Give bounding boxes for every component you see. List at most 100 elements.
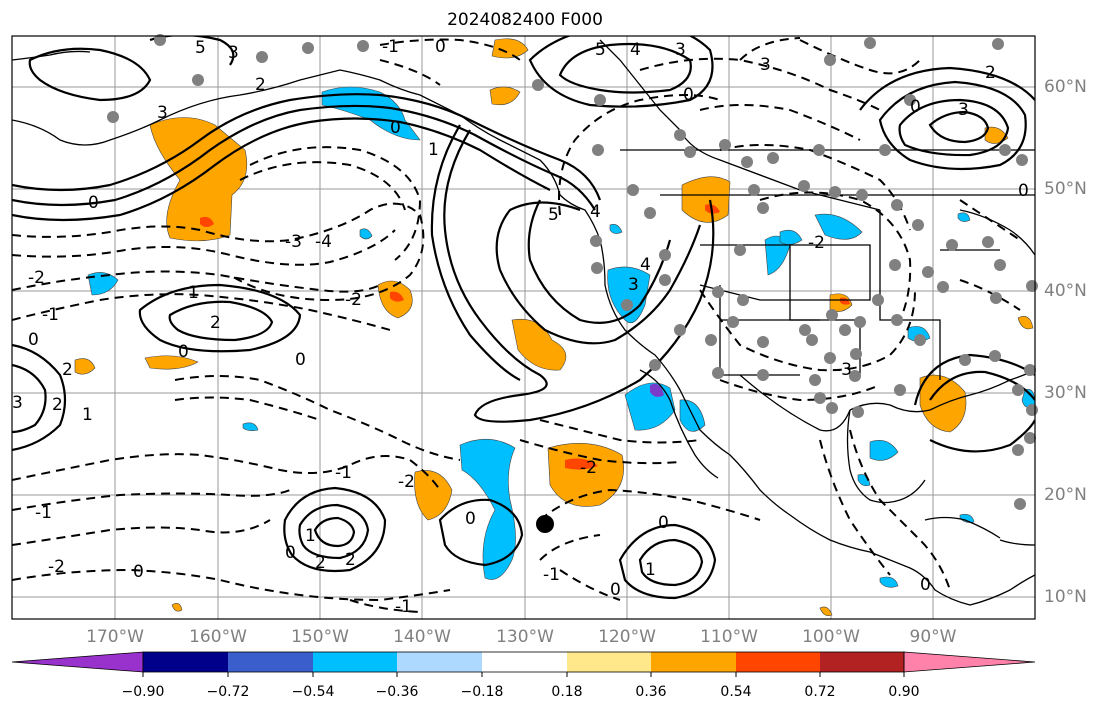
station-dots [107, 34, 1038, 510]
colorbar-segment [228, 652, 313, 672]
contour-label: 3 [157, 103, 168, 123]
contour-label: 0 [295, 350, 306, 370]
contour-label: 2 [985, 63, 996, 83]
lon-label: 100°W [802, 627, 860, 647]
dashed-contours [12, 37, 1021, 613]
lon-label: 130°W [496, 627, 554, 647]
colorbar-extend-high [903, 651, 1036, 673]
storm-marker [536, 515, 554, 533]
colorbar-segment [397, 652, 482, 672]
colorbar-extend-low [11, 651, 144, 673]
contour-label: -2 [28, 268, 45, 288]
contour-label: 1 [428, 140, 439, 160]
colorbar-tick: 0.72 [804, 684, 836, 700]
lat-label: 60°N [1044, 77, 1087, 97]
lon-label: 160°W [189, 627, 247, 647]
contour-label: -1 [543, 565, 560, 585]
colorbar-segment [567, 652, 651, 672]
colorbar-segment [482, 652, 567, 672]
contour-label: -1 [335, 463, 352, 483]
contour-label: 0 [28, 330, 39, 350]
colorbar-segment [736, 652, 820, 672]
contour-label: 3 [12, 393, 23, 413]
colorbar-segment [820, 652, 904, 672]
colorbar-tick: −0.90 [121, 684, 165, 700]
colorbar-tick: −0.72 [206, 684, 250, 700]
lat-label: 20°N [1044, 485, 1087, 505]
contour-label: 5 [595, 40, 606, 60]
contour-label: 2 [255, 75, 266, 95]
contour-label: -2 [48, 557, 65, 577]
contour-label: 0 [390, 118, 401, 138]
lon-label: 90°W [909, 627, 957, 647]
contour-label: -4 [315, 232, 332, 252]
contour-label: -3 [285, 232, 302, 252]
colorbar-tick: 0.90 [888, 684, 920, 700]
colorbar-tick: −0.36 [375, 684, 419, 700]
contour-label: 0 [465, 509, 476, 529]
contour-label: 5 [548, 205, 559, 225]
colorbar-segment [313, 652, 397, 672]
colorbar-tick: −0.18 [460, 684, 504, 700]
contour-label: -2 [345, 290, 362, 310]
contour-label: 0 [910, 97, 921, 117]
positive-peak-shading [200, 204, 850, 470]
contour-label: 1 [188, 283, 199, 303]
negative-shading [87, 86, 1035, 588]
colorbar-tick: 0.54 [720, 684, 752, 700]
contour-label: 2 [345, 550, 356, 570]
lon-label: 120°W [598, 627, 656, 647]
contour-label: 3 [675, 40, 686, 60]
contour-label: 5 [195, 38, 206, 58]
lon-label: 140°W [393, 627, 451, 647]
colorbar-tick: −0.54 [291, 684, 335, 700]
contour-label: 3 [760, 55, 771, 75]
negative-peak-shading [650, 383, 664, 397]
contour-label: 2 [62, 360, 73, 380]
contour-label: 1 [645, 560, 656, 580]
lat-label: 40°N [1044, 281, 1087, 301]
contour-label: 3 [628, 275, 639, 295]
contour-label: 4 [590, 202, 601, 222]
lon-label: 150°W [291, 627, 349, 647]
contour-label: -2 [398, 472, 415, 492]
graticule [12, 36, 1035, 619]
contour-label: 2 [210, 313, 221, 333]
contour-label: 3 [228, 43, 239, 63]
contour-labels: 3 2 3 0 5 -1 0 5 4 3 3 0 0 1 5 4 -3 -4 -… [12, 37, 1029, 617]
map-title: 2024082400 F000 [447, 10, 603, 30]
contour-label: 0 [658, 513, 669, 533]
contour-label: 1 [82, 405, 93, 425]
contour-label: -1 [395, 597, 412, 617]
colorbar-tick: 0.18 [551, 684, 583, 700]
contour-label: -2 [808, 233, 825, 253]
lat-label: 50°N [1044, 179, 1087, 199]
contour-label: 0 [610, 580, 621, 600]
contour-label: 0 [285, 543, 296, 563]
contour-label: 4 [630, 40, 641, 60]
contour-label: -1 [382, 37, 399, 57]
contour-label: -1 [42, 305, 59, 325]
contour-label: 0 [435, 37, 446, 57]
colorbar-tick: 0.36 [635, 684, 667, 700]
colorbar-segment [143, 652, 228, 672]
contour-label: 0 [133, 562, 144, 582]
contour-label: 2 [315, 553, 326, 573]
lat-label: 30°N [1044, 383, 1087, 403]
contour-label: 2 [52, 395, 63, 415]
positive-shading [74, 38, 1034, 616]
lon-label: 170°W [86, 627, 144, 647]
lon-label: 110°W [700, 627, 758, 647]
contour-label: 0 [88, 193, 99, 213]
contour-label: -1 [35, 503, 52, 523]
contour-label: -2 [580, 458, 597, 478]
contour-label: 0 [1018, 181, 1029, 201]
contour-label: 0 [920, 575, 931, 595]
contour-label: -3 [835, 360, 852, 380]
contour-label: 0 [178, 342, 189, 362]
contour-label: 4 [640, 255, 651, 275]
contour-label: 0 [683, 85, 694, 105]
contour-label: 3 [958, 100, 969, 120]
colorbar [11, 651, 1036, 677]
